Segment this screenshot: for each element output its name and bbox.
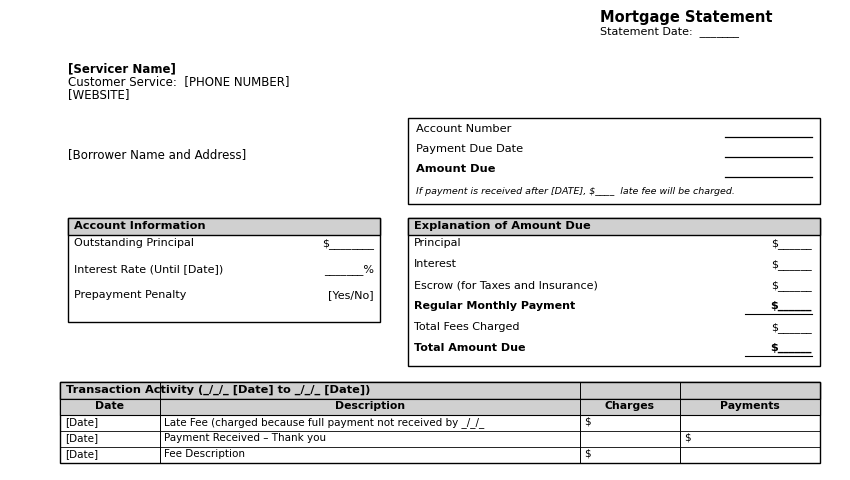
Text: $______: $______: [771, 259, 812, 270]
Text: If payment is received after [DATE], $____  late fee will be charged.: If payment is received after [DATE], $__…: [416, 187, 735, 196]
Text: $________: $________: [322, 238, 374, 249]
Text: Total Amount Due: Total Amount Due: [414, 343, 525, 353]
Bar: [408, 218, 820, 235]
Text: Transaction Activity (_/_/_ [Date] to _/_/_ [Date]): Transaction Activity (_/_/_ [Date] to _/…: [66, 385, 371, 395]
Bar: [408, 218, 820, 366]
Text: Charges: Charges: [605, 401, 655, 411]
Text: $______: $______: [771, 322, 812, 333]
Text: Explanation of Amount Due: Explanation of Amount Due: [414, 221, 591, 231]
Text: Late Fee (charged because full payment not received by _/_/_: Late Fee (charged because full payment n…: [164, 417, 484, 428]
Text: Date: Date: [95, 401, 124, 411]
Text: Fee Description: Fee Description: [164, 449, 245, 459]
Text: Payment Received – Thank you: Payment Received – Thank you: [164, 433, 326, 443]
Text: Regular Monthly Payment: Regular Monthly Payment: [414, 301, 575, 311]
Text: Payment Due Date: Payment Due Date: [416, 144, 523, 154]
Text: Escrow (for Taxes and Insurance): Escrow (for Taxes and Insurance): [414, 280, 598, 290]
Text: $______: $______: [770, 301, 812, 311]
Text: [Yes/No]: [Yes/No]: [328, 290, 374, 300]
Text: Prepayment Penalty: Prepayment Penalty: [74, 290, 186, 300]
Text: $______: $______: [771, 280, 812, 291]
Text: Account Number: Account Number: [416, 124, 512, 134]
Bar: [60, 399, 820, 415]
Bar: [68, 218, 380, 322]
Text: Mortgage Statement: Mortgage Statement: [600, 10, 773, 25]
Text: $: $: [584, 449, 591, 459]
Text: Interest: Interest: [414, 259, 457, 269]
Text: Account Information: Account Information: [74, 221, 206, 231]
Text: Statement Date:  _______: Statement Date: _______: [600, 26, 739, 37]
Text: Total Fees Charged: Total Fees Charged: [414, 322, 519, 332]
Text: $______: $______: [770, 343, 812, 353]
Text: [WEBSITE]: [WEBSITE]: [68, 88, 129, 101]
Text: _______%: _______%: [324, 264, 374, 275]
Text: [Date]: [Date]: [65, 449, 98, 459]
Bar: [68, 218, 380, 235]
Text: $: $: [684, 433, 690, 443]
Text: [Date]: [Date]: [65, 417, 98, 427]
Text: [Borrower Name and Address]: [Borrower Name and Address]: [68, 148, 246, 161]
Text: [Date]: [Date]: [65, 433, 98, 443]
Text: Customer Service:  [PHONE NUMBER]: Customer Service: [PHONE NUMBER]: [68, 75, 290, 88]
Text: Payments: Payments: [720, 401, 779, 411]
Text: Principal: Principal: [414, 238, 462, 248]
Text: [Servicer Name]: [Servicer Name]: [68, 62, 176, 75]
Text: Description: Description: [335, 401, 405, 411]
Text: Interest Rate (Until [Date]): Interest Rate (Until [Date]): [74, 264, 224, 274]
Text: $______: $______: [771, 238, 812, 249]
Bar: [408, 118, 820, 204]
Text: Amount Due: Amount Due: [416, 164, 496, 174]
Bar: [60, 382, 820, 463]
Text: Outstanding Principal: Outstanding Principal: [74, 238, 194, 248]
Bar: [60, 382, 820, 399]
Text: $: $: [584, 417, 591, 427]
